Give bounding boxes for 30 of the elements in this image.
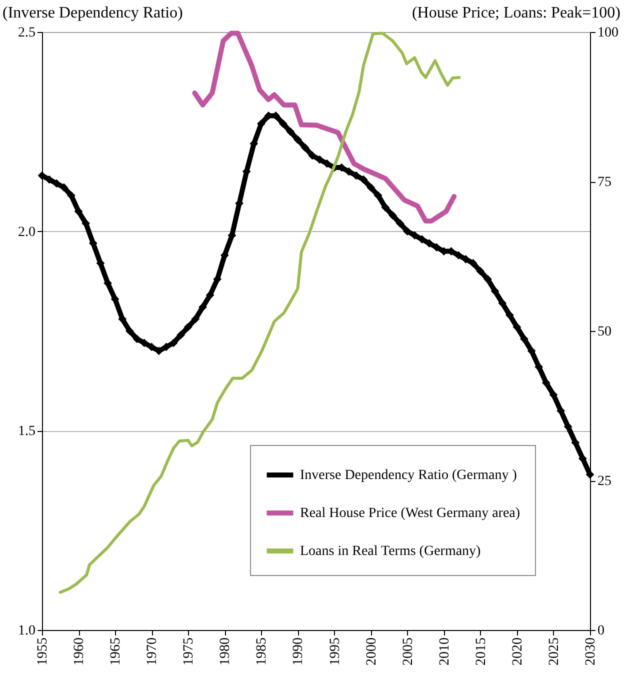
x-tick-label: 1995	[328, 638, 343, 666]
x-tick-label: 2000	[364, 638, 380, 666]
x-tick-label: 1985	[254, 638, 270, 666]
x-tick-label: 1990	[291, 638, 306, 666]
legend-label: Inverse Dependency Ratio (Germany )	[300, 468, 518, 483]
x-tick-label: 1975	[182, 638, 197, 666]
x-tick-label: 2025	[546, 638, 562, 666]
y-tick-label: 2.0	[18, 224, 36, 240]
x-tick-label: 1960	[72, 638, 88, 666]
x-tick-label: 2015	[474, 638, 489, 666]
x-tick-label: 2005	[400, 638, 416, 666]
y2-axis-title: (House Price; Loans: Peak=100)	[412, 4, 620, 22]
y-tick-label: 1.0	[18, 624, 36, 638]
x-tick-label: 1965	[108, 638, 124, 666]
y2-tick-label: 100	[598, 26, 618, 40]
x-tick-label: 2020	[510, 638, 526, 666]
y-tick-label: 2.5	[18, 26, 36, 40]
y-axis-title: (Inverse Dependency Ratio)	[2, 4, 183, 22]
y-tick-label: 1.5	[18, 424, 36, 440]
x-tick-label: 1955	[36, 638, 50, 666]
x-tick-label: 2010	[437, 638, 452, 666]
y2-tick-label: 75	[598, 175, 612, 190]
x-tick-label: 2030	[584, 638, 598, 666]
x-tick-label: 1980	[218, 638, 234, 666]
y2-tick-label: 50	[598, 324, 612, 340]
legend-label: Loans in Real Terms (Germany)	[300, 544, 482, 559]
y2-tick-label: 0	[598, 624, 604, 638]
y2-tick-label: 25	[598, 474, 612, 489]
x-tick-label: 1970	[145, 638, 160, 666]
legend-label: Real House Price (West Germany area)	[300, 506, 520, 521]
